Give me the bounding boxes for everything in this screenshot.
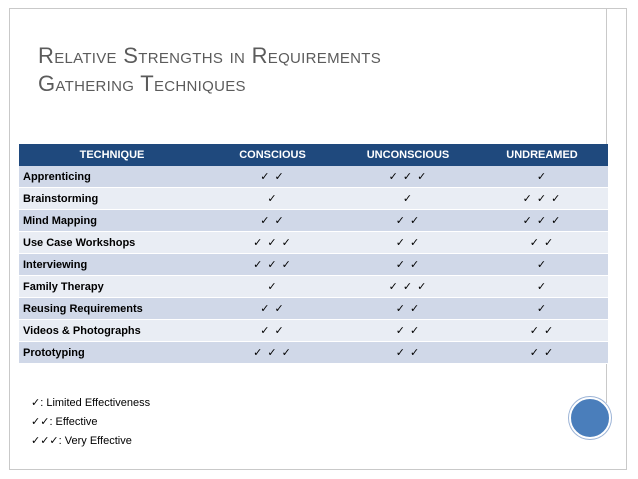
technique-name: Prototyping <box>19 341 205 364</box>
legend: ✓: Limited Effectiveness ✓✓: Effective ✓… <box>31 394 150 451</box>
undreamed-rating: ✓ <box>476 166 608 188</box>
legend-item: ✓: Limited Effectiveness <box>31 394 150 413</box>
conscious-rating: ✓ <box>205 187 340 210</box>
table-row: Reusing Requirements ✓ ✓ ✓ ✓ ✓ <box>19 297 608 320</box>
conscious-rating: ✓ ✓ <box>205 319 340 342</box>
unconscious-rating: ✓ ✓ <box>340 341 476 364</box>
technique-name: Family Therapy <box>19 275 205 298</box>
table-row: Prototyping ✓ ✓ ✓ ✓ ✓ ✓ ✓ <box>19 341 608 364</box>
check-icon: ✓ <box>31 397 41 409</box>
unconscious-rating: ✓ ✓ ✓ <box>340 166 476 188</box>
decorative-circle <box>569 397 611 439</box>
unconscious-rating: ✓ <box>340 187 476 210</box>
technique-name: Interviewing <box>19 253 205 276</box>
undreamed-rating: ✓ ✓ <box>476 231 608 254</box>
unconscious-rating: ✓ ✓ <box>340 253 476 276</box>
table-row: Use Case Workshops ✓ ✓ ✓ ✓ ✓ ✓ ✓ <box>19 231 608 254</box>
technique-name: Reusing Requirements <box>19 297 205 320</box>
unconscious-rating: ✓ ✓ <box>340 231 476 254</box>
unconscious-rating: ✓ ✓ <box>340 297 476 320</box>
slide-title: Relative Strengths in Requirements Gathe… <box>38 42 578 98</box>
conscious-rating: ✓ ✓ <box>205 297 340 320</box>
table-row: Interviewing ✓ ✓ ✓ ✓ ✓ ✓ <box>19 253 608 276</box>
conscious-rating: ✓ ✓ ✓ <box>205 341 340 364</box>
header-technique: TECHNIQUE <box>19 144 205 166</box>
table-row: Mind Mapping ✓ ✓ ✓ ✓ ✓ ✓ ✓ <box>19 209 608 232</box>
techniques-table: TECHNIQUE CONSCIOUS UNCONSCIOUS UNDREAME… <box>19 144 608 364</box>
table-row: Family Therapy ✓ ✓ ✓ ✓ ✓ <box>19 275 608 298</box>
legend-label: : Very Effective <box>58 435 132 447</box>
legend-label: : Limited Effectiveness <box>40 397 151 409</box>
conscious-rating: ✓ ✓ <box>205 166 340 188</box>
slide-frame <box>9 8 627 470</box>
technique-name: Use Case Workshops <box>19 231 205 254</box>
table-header-row: TECHNIQUE CONSCIOUS UNCONSCIOUS UNDREAME… <box>19 144 608 166</box>
table-row: Videos & Photographs ✓ ✓ ✓ ✓ ✓ ✓ <box>19 319 608 342</box>
title-line-2: Gathering Techniques <box>38 71 246 96</box>
check-icon: ✓✓ <box>31 416 50 428</box>
undreamed-rating: ✓ ✓ <box>476 341 608 364</box>
unconscious-rating: ✓ ✓ <box>340 209 476 232</box>
undreamed-rating: ✓ <box>476 297 608 320</box>
header-undreamed: UNDREAMED <box>476 144 608 166</box>
legend-label: : Effective <box>49 416 98 428</box>
table-row: Apprenticing ✓ ✓ ✓ ✓ ✓ ✓ <box>19 166 608 188</box>
unconscious-rating: ✓ ✓ <box>340 319 476 342</box>
technique-name: Mind Mapping <box>19 209 205 232</box>
conscious-rating: ✓ ✓ ✓ <box>205 253 340 276</box>
table-row: Brainstorming ✓ ✓ ✓ ✓ ✓ <box>19 187 608 210</box>
check-icon: ✓✓✓ <box>31 435 59 447</box>
undreamed-rating: ✓ ✓ <box>476 319 608 342</box>
title-line-1: Relative Strengths in Requirements <box>38 43 382 68</box>
conscious-rating: ✓ ✓ <box>205 209 340 232</box>
undreamed-rating: ✓ ✓ ✓ <box>476 187 608 210</box>
conscious-rating: ✓ ✓ ✓ <box>205 231 340 254</box>
legend-item: ✓✓: Effective <box>31 413 150 432</box>
technique-name: Brainstorming <box>19 187 205 210</box>
undreamed-rating: ✓ <box>476 253 608 276</box>
legend-item: ✓✓✓: Very Effective <box>31 432 150 451</box>
header-unconscious: UNCONSCIOUS <box>340 144 476 166</box>
conscious-rating: ✓ <box>205 275 340 298</box>
unconscious-rating: ✓ ✓ ✓ <box>340 275 476 298</box>
technique-name: Apprenticing <box>19 166 205 188</box>
technique-name: Videos & Photographs <box>19 319 205 342</box>
undreamed-rating: ✓ <box>476 275 608 298</box>
undreamed-rating: ✓ ✓ ✓ <box>476 209 608 232</box>
header-conscious: CONSCIOUS <box>205 144 340 166</box>
